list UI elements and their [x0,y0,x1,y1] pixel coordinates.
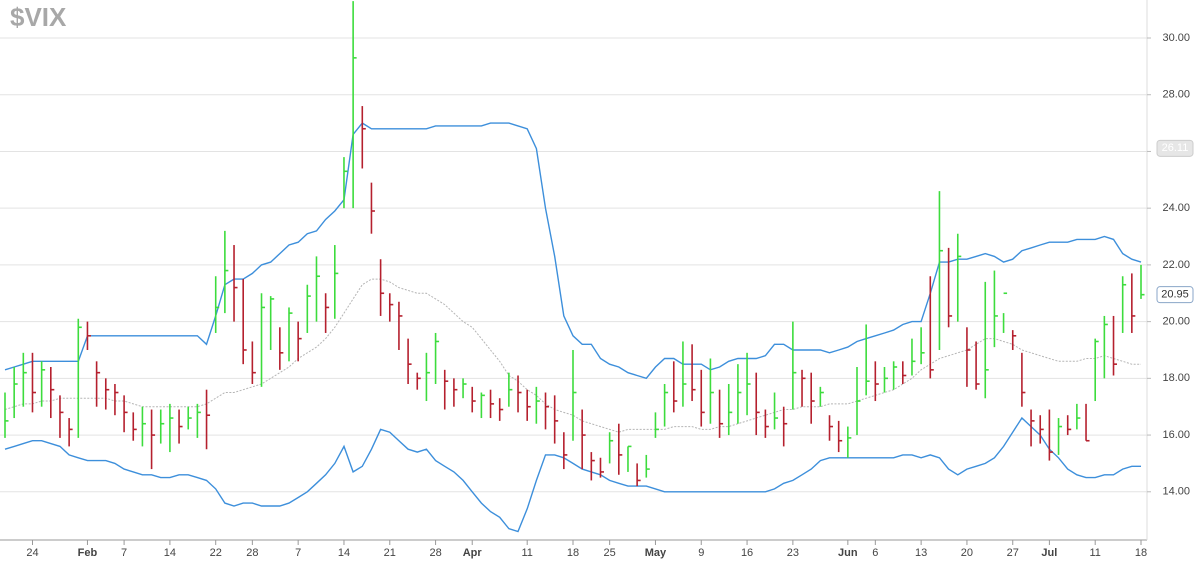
grid [0,37,1147,493]
y-tick-label: 28.00 [1162,89,1190,101]
y-tick-label: 22.00 [1162,259,1190,271]
x-tick-label: 16 [741,547,753,559]
price-label-box [1156,139,1194,157]
y-tick-label: 14.00 [1162,486,1190,498]
x-tick-label: 13 [915,547,927,559]
y-tick-label: 20.00 [1162,316,1190,328]
price-label-box [1156,286,1194,304]
x-tick-label: 6 [872,547,878,559]
x-tick-label: 7 [121,547,127,559]
x-tick-label: 27 [1007,547,1019,559]
band-middle [4,278,1141,433]
x-tick-label: 28 [429,547,441,559]
x-tick-label: 22 [210,547,222,559]
x-tick-label: 14 [338,547,350,559]
plot [4,1,1145,533]
x-tick-label: 24 [26,547,38,559]
x-tick-label: 9 [698,547,704,559]
x-tick-label: 18 [567,547,579,559]
x-tick-label: 18 [1135,547,1147,559]
x-tick-label: Feb [78,547,98,559]
y-tick-label: 16.00 [1162,429,1190,441]
x-tick-label: Jun [838,547,858,559]
x-tick-label: Apr [463,547,483,559]
x-tick-label: 11 [1089,547,1100,559]
band-upper [4,122,1142,380]
y-tick-label: 24.00 [1162,202,1190,214]
x-tick-label: 28 [246,547,258,559]
price-label: 20.95 [1161,289,1189,301]
x-tick-label: 7 [295,547,301,559]
y-tick-label: 18.00 [1162,372,1190,384]
x-tick-label: Jul [1041,547,1057,559]
x-tick-label: 11 [521,547,532,559]
price-label: 26.11 [1162,142,1189,154]
chart-title: $VIX [10,2,67,32]
y-tick-label: 30.00 [1162,32,1190,44]
band-lower [4,416,1141,533]
x-tick-label: May [645,547,667,559]
x-tick-label: 23 [787,547,799,559]
x-tick-label: 20 [961,547,973,559]
x-tick-label: 14 [164,547,176,559]
x-tick-label: 21 [384,547,396,559]
x-tick-label: 25 [604,547,616,559]
